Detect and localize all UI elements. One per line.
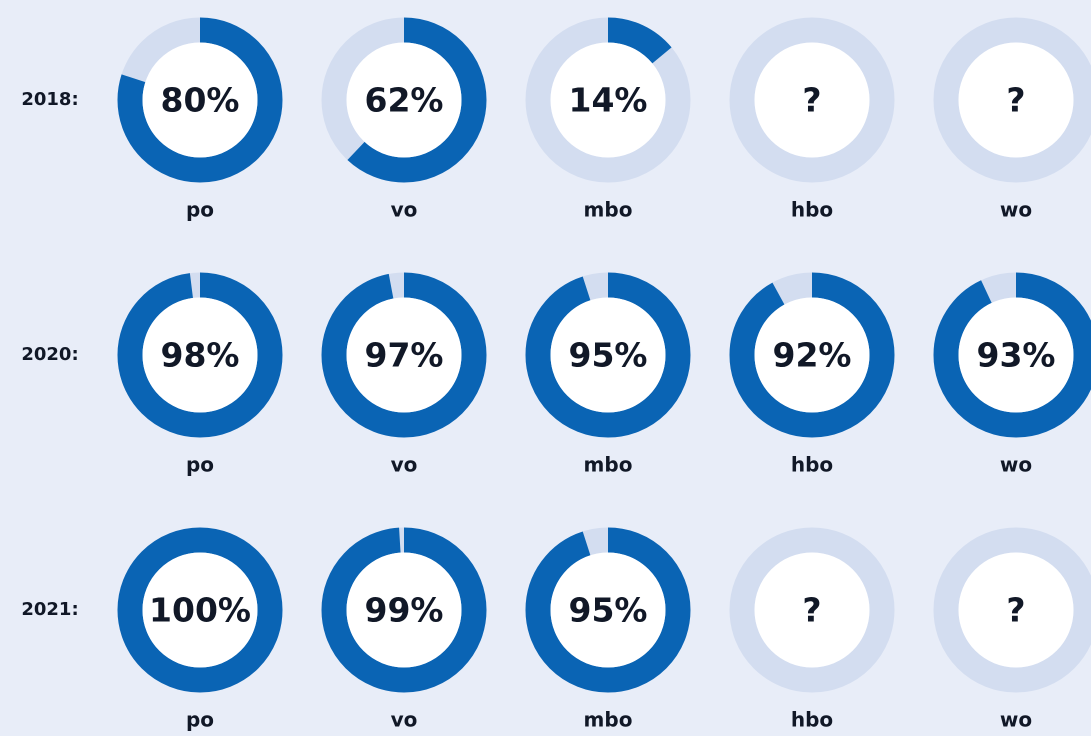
donut-arc	[117, 527, 283, 693]
value-label: 92%	[773, 336, 852, 375]
category-label: hbo	[791, 708, 833, 732]
donut-arc	[525, 272, 691, 438]
category-label: wo	[1000, 708, 1032, 732]
donut-center	[958, 42, 1074, 158]
category-label: wo	[1000, 453, 1032, 477]
value-label: 99%	[365, 591, 444, 630]
donut-center	[754, 42, 870, 158]
donut-arc	[525, 17, 691, 183]
donut-arc	[321, 272, 487, 438]
value-label: 95%	[569, 591, 648, 630]
donut-center	[550, 42, 666, 158]
donut-center	[142, 552, 258, 668]
donut-center	[142, 42, 258, 158]
donut-center	[958, 552, 1074, 668]
category-label: po	[186, 453, 214, 477]
value-label: 100%	[149, 591, 251, 630]
donut-arc	[729, 272, 895, 438]
value-label: 14%	[569, 81, 648, 120]
donut-arc	[933, 272, 1091, 438]
category-label: po	[186, 198, 214, 222]
category-label: mbo	[584, 708, 633, 732]
donut-arc	[321, 17, 487, 183]
donut-center	[550, 297, 666, 413]
row-label: 2020:	[21, 344, 78, 365]
value-label: 80%	[161, 81, 240, 120]
category-label: mbo	[584, 198, 633, 222]
donut-center	[346, 552, 462, 668]
category-label: hbo	[791, 198, 833, 222]
donut-track	[933, 527, 1091, 693]
donut-center	[346, 297, 462, 413]
donut-track	[933, 17, 1091, 183]
donut-arc	[321, 527, 487, 693]
value-label: ?	[1006, 591, 1025, 630]
category-label: wo	[1000, 198, 1032, 222]
value-label: ?	[1006, 81, 1025, 120]
category-label: vo	[391, 453, 418, 477]
category-label: mbo	[584, 453, 633, 477]
value-label: 95%	[569, 336, 648, 375]
donut-center	[958, 297, 1074, 413]
value-label: 62%	[365, 81, 444, 120]
category-label: vo	[391, 708, 418, 732]
donut-center	[754, 297, 870, 413]
donut-track	[729, 17, 895, 183]
value-label: 98%	[161, 336, 240, 375]
donut-center	[346, 42, 462, 158]
category-label: po	[186, 708, 214, 732]
row-label: 2021:	[21, 599, 78, 620]
value-label: 97%	[365, 336, 444, 375]
donut-arc	[117, 17, 283, 183]
row-label: 2018:	[21, 89, 78, 110]
donut-center	[550, 552, 666, 668]
category-label: hbo	[791, 453, 833, 477]
donut-center	[754, 552, 870, 668]
category-label: vo	[391, 198, 418, 222]
value-label: 93%	[977, 336, 1056, 375]
value-label: ?	[802, 591, 821, 630]
donut-arc	[525, 527, 691, 693]
donut-arc	[117, 272, 283, 438]
donut-track	[729, 527, 895, 693]
value-label: ?	[802, 81, 821, 120]
donut-center	[142, 297, 258, 413]
